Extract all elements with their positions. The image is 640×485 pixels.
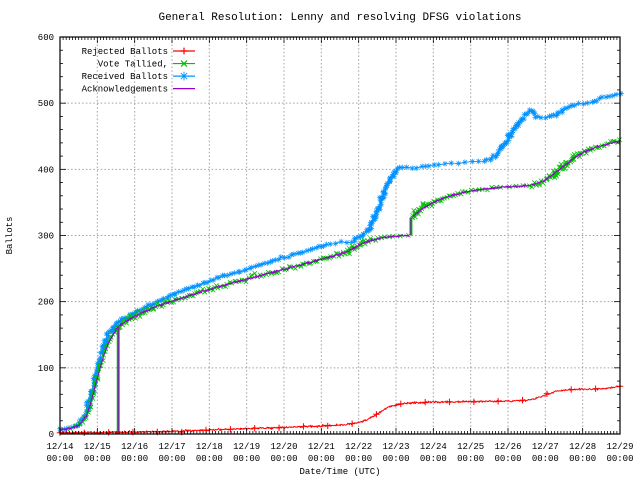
svg-text:400: 400	[38, 165, 54, 175]
svg-text:00:00: 00:00	[121, 454, 148, 464]
svg-text:12/16: 12/16	[121, 442, 148, 452]
svg-text:00:00: 00:00	[46, 454, 73, 464]
svg-text:12/22: 12/22	[345, 442, 372, 452]
svg-text:0: 0	[49, 430, 54, 440]
svg-text:12/21: 12/21	[308, 442, 335, 452]
svg-text:Acknowledgements: Acknowledgements	[82, 85, 168, 95]
svg-text:00:00: 00:00	[382, 454, 409, 464]
svg-text:12/24: 12/24	[420, 442, 447, 452]
svg-text:12/25: 12/25	[457, 442, 484, 452]
svg-text:00:00: 00:00	[569, 454, 596, 464]
svg-text:Vote Tallied,: Vote Tallied,	[98, 60, 168, 70]
svg-text:00:00: 00:00	[606, 454, 633, 464]
svg-text:12/17: 12/17	[158, 442, 185, 452]
svg-text:00:00: 00:00	[457, 454, 484, 464]
svg-text:General Resolution: Lenny and: General Resolution: Lenny and resolving …	[158, 12, 521, 24]
svg-text:00:00: 00:00	[345, 454, 372, 464]
svg-text:00:00: 00:00	[308, 454, 335, 464]
svg-text:12/29: 12/29	[606, 442, 633, 452]
svg-text:00:00: 00:00	[270, 454, 297, 464]
svg-text:00:00: 00:00	[532, 454, 559, 464]
svg-text:12/27: 12/27	[532, 442, 559, 452]
svg-text:00:00: 00:00	[420, 454, 447, 464]
svg-text:00:00: 00:00	[158, 454, 185, 464]
svg-text:Ballots: Ballots	[5, 217, 15, 255]
svg-text:12/28: 12/28	[569, 442, 596, 452]
svg-text:Received Ballots: Received Ballots	[82, 72, 168, 82]
svg-text:600: 600	[38, 33, 54, 43]
svg-text:00:00: 00:00	[84, 454, 111, 464]
svg-text:12/14: 12/14	[46, 442, 73, 452]
svg-text:Date/Time (UTC): Date/Time (UTC)	[299, 467, 380, 477]
svg-text:00:00: 00:00	[196, 454, 223, 464]
svg-text:00:00: 00:00	[233, 454, 260, 464]
svg-text:200: 200	[38, 298, 54, 308]
svg-text:100: 100	[38, 364, 54, 374]
svg-text:300: 300	[38, 232, 54, 242]
svg-text:00:00: 00:00	[494, 454, 521, 464]
svg-text:12/26: 12/26	[494, 442, 521, 452]
svg-text:12/18: 12/18	[196, 442, 223, 452]
svg-text:12/23: 12/23	[382, 442, 409, 452]
svg-text:12/15: 12/15	[84, 442, 111, 452]
svg-text:12/19: 12/19	[233, 442, 260, 452]
svg-text:500: 500	[38, 99, 54, 109]
svg-text:Rejected Ballots: Rejected Ballots	[82, 47, 168, 57]
svg-text:12/20: 12/20	[270, 442, 297, 452]
